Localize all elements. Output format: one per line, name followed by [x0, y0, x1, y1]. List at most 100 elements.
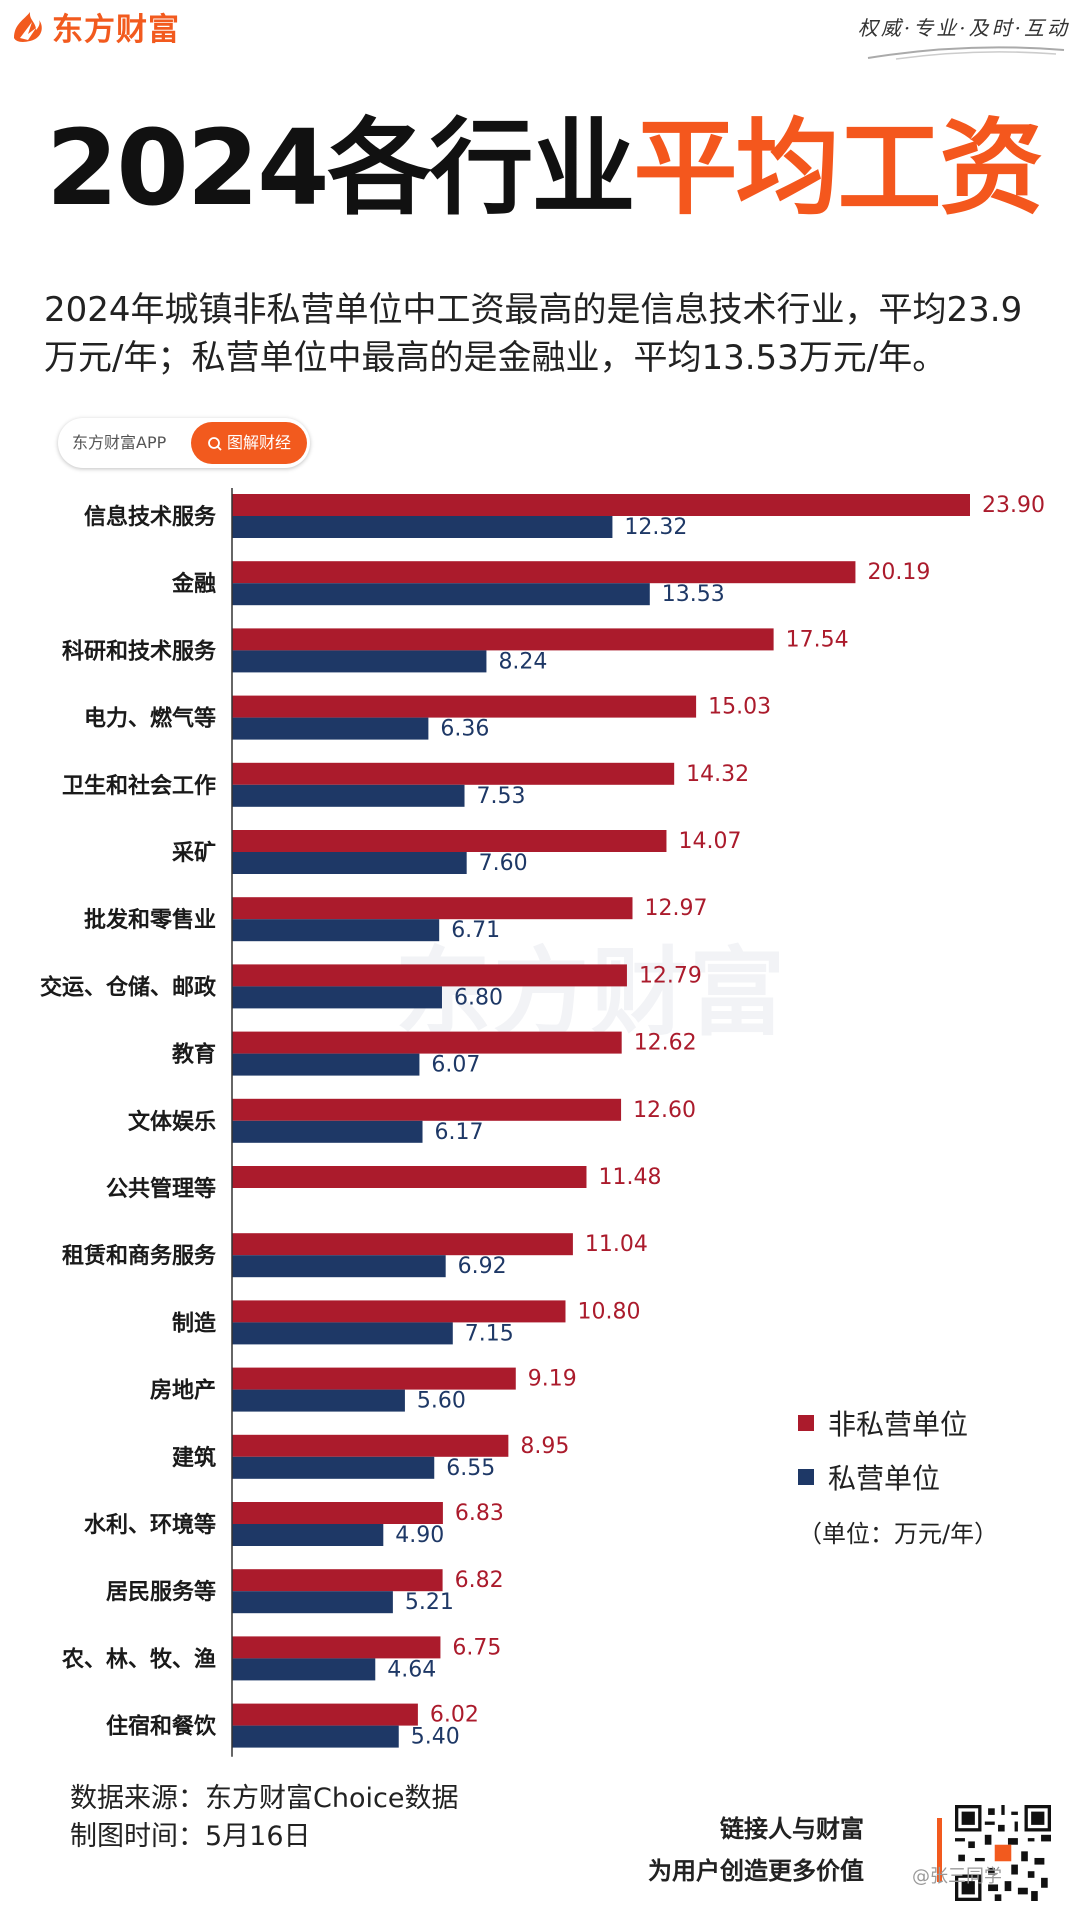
category-label: 信息技术服务	[84, 504, 217, 530]
bar-private	[232, 919, 440, 942]
legend-swatch-nonprivate	[798, 1415, 814, 1431]
bar-nonprivate	[232, 628, 774, 651]
data-label: 4.90	[395, 1523, 444, 1548]
data-label: 5.60	[417, 1389, 466, 1414]
data-label: 15.03	[708, 695, 771, 720]
data-label: 6.17	[435, 1120, 484, 1145]
bar-private	[232, 650, 487, 673]
data-label: 11.04	[585, 1232, 648, 1257]
bar-private	[232, 1725, 399, 1748]
watermark: 东方财富	[395, 937, 787, 1049]
category-label: 建筑	[172, 1445, 216, 1471]
bar-nonprivate	[232, 897, 633, 920]
source-line: 数据来源：东方财富Choice数据	[70, 1783, 459, 1814]
tagline: 链接人与财富 为用户创造更多价值	[648, 1808, 864, 1892]
data-label: 6.02	[430, 1703, 479, 1728]
data-label: 12.32	[624, 515, 687, 540]
data-label: 6.80	[454, 985, 503, 1010]
category-label: 采矿	[172, 840, 216, 866]
data-label: 5.40	[411, 1725, 460, 1750]
data-label: 6.71	[451, 918, 500, 943]
bar-nonprivate	[232, 1098, 622, 1121]
bar-nonprivate	[232, 695, 697, 718]
category-label: 文体娱乐	[128, 1109, 216, 1135]
category-label: 公共管理等	[106, 1176, 216, 1202]
bar-nonprivate	[232, 494, 970, 516]
data-label: 14.32	[686, 762, 749, 787]
bar-private	[232, 986, 442, 1009]
bar-nonprivate	[232, 762, 675, 785]
bar-nonprivate	[232, 830, 667, 852]
tagline-divider	[937, 1818, 942, 1882]
data-label: 23.90	[982, 493, 1045, 518]
bar-private	[232, 1524, 384, 1546]
legend-item-nonprivate: 非私营单位	[798, 1396, 998, 1450]
data-label: 6.07	[431, 1053, 480, 1078]
data-label: 7.53	[477, 784, 526, 809]
bar-private	[232, 717, 429, 740]
data-label: 12.62	[634, 1031, 697, 1056]
bar-private	[232, 1255, 446, 1278]
bar-nonprivate	[232, 1233, 573, 1256]
bar-private	[232, 1120, 423, 1143]
legend-item-private: 私营单位	[798, 1450, 998, 1504]
data-label: 13.53	[662, 582, 725, 607]
bar-private	[232, 583, 650, 606]
brand-logo: 东方财富	[10, 6, 180, 48]
tag-badge-label: 图解财经	[226, 433, 291, 452]
search-icon	[208, 436, 222, 451]
tag-badge: 图解财经	[191, 422, 307, 464]
bar-private	[232, 1456, 435, 1479]
legend-label-nonprivate: 非私营单位	[828, 1408, 969, 1441]
category-label: 批发和零售业	[84, 907, 216, 933]
data-label: 6.82	[455, 1568, 504, 1593]
bar-private	[232, 1591, 393, 1614]
data-label: 6.75	[452, 1635, 501, 1660]
bar-nonprivate	[232, 1434, 509, 1457]
app-tag: 东方财富APP 图解财经	[58, 418, 310, 468]
tagline-1: 链接人与财富	[720, 1815, 864, 1843]
category-label: 居民服务等	[106, 1579, 216, 1605]
category-label: 农、林、牧、渔	[61, 1646, 216, 1672]
bar-private	[232, 1658, 376, 1681]
bar-private	[232, 516, 613, 538]
data-label: 5.21	[405, 1590, 454, 1615]
data-label: 12.79	[639, 963, 702, 988]
data-label: 6.83	[455, 1501, 504, 1526]
data-label: 17.54	[786, 627, 849, 652]
data-label: 12.97	[644, 896, 707, 921]
data-label: 11.48	[598, 1165, 661, 1190]
bar-nonprivate	[232, 1502, 443, 1524]
legend-label-private: 私营单位	[828, 1462, 941, 1495]
category-label: 水利、环境等	[84, 1512, 216, 1538]
page-title: 2024各行业平均工资	[46, 107, 1043, 229]
data-label: 7.60	[479, 851, 528, 876]
data-label: 14.07	[678, 829, 741, 854]
qr-code-icon	[955, 1805, 1051, 1901]
data-label: 6.92	[458, 1254, 507, 1279]
data-label: 4.64	[387, 1657, 436, 1682]
subtitle: 2024年城镇非私营单位中工资最高的是信息技术行业，平均23.9万元/年；私营单…	[44, 290, 1023, 378]
category-label: 教育	[172, 1042, 216, 1068]
category-label: 租赁和商务服务	[62, 1243, 217, 1269]
bar-private	[232, 852, 467, 874]
title-part1: 2024各行业	[46, 107, 635, 229]
data-label: 8.24	[498, 649, 547, 674]
category-label: 制造	[172, 1311, 216, 1336]
bar-nonprivate	[232, 1300, 566, 1323]
bar-nonprivate	[232, 1031, 622, 1054]
title-part2: 平均工资	[633, 107, 1043, 229]
bar-nonprivate	[232, 561, 856, 584]
data-label: 10.80	[577, 1299, 640, 1324]
bar-private	[232, 1053, 420, 1076]
weibo-handle: @张三同学	[912, 1866, 1002, 1887]
category-label: 金融	[171, 571, 216, 597]
category-label: 交运、仓储、邮政	[40, 974, 217, 1000]
data-label: 6.36	[440, 717, 489, 742]
category-label: 科研和技术服务	[62, 639, 217, 664]
legend-swatch-private	[798, 1469, 814, 1485]
bar-nonprivate	[232, 1636, 441, 1659]
brand-name: 东方财富	[52, 11, 180, 48]
category-label: 住宿和餐饮	[106, 1714, 217, 1740]
flame-logo-icon	[14, 12, 42, 42]
